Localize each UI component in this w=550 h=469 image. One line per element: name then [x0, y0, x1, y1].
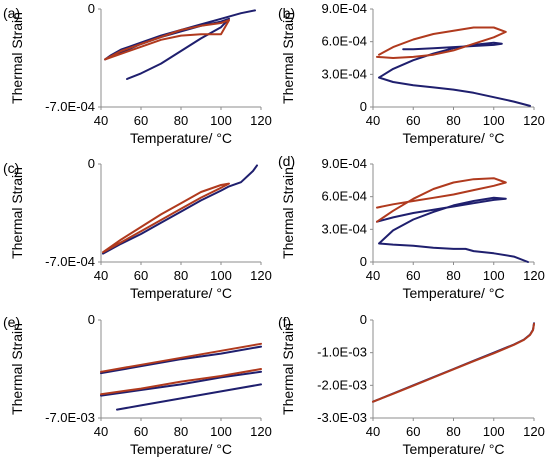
y-tick-label: 3.0E-04	[321, 66, 367, 81]
y-tick-label: 9.0E-04	[321, 1, 367, 16]
series-line-red	[102, 182, 230, 254]
series-line-blue	[116, 383, 262, 411]
x-tick-label: 40	[94, 268, 108, 283]
y-tick-label: -7.0E-04	[45, 99, 95, 114]
x-tick-label: 40	[94, 424, 108, 439]
x-tick-label: 80	[446, 268, 460, 283]
y-tick-label: -7.0E-04	[45, 254, 95, 269]
y-tick-label: 0	[88, 156, 95, 171]
x-tick-label: 60	[406, 424, 420, 439]
panel-label: (a)	[3, 5, 20, 21]
x-tick-label: 60	[134, 113, 148, 128]
series-line-blue	[378, 41, 531, 107]
x-axis-label: Temperature/ °C	[402, 441, 504, 457]
x-tick-label: 120	[250, 424, 272, 439]
x-tick-label: 100	[210, 424, 232, 439]
x-tick-label: 80	[446, 424, 460, 439]
x-axis-label: Temperature/ °C	[402, 285, 504, 301]
x-axis-label: Temperature/ °C	[130, 285, 232, 301]
x-tick-label: 120	[523, 113, 545, 128]
y-tick-label: 0	[88, 1, 95, 16]
chart-panel-4: (d) 0 3.0E-04 6.0E-04 9.0E-04 40 60 80 100 120 Tem…	[278, 153, 545, 301]
x-tick-label: 80	[174, 268, 188, 283]
x-tick-label: 120	[523, 424, 545, 439]
y-tick-label: 0	[360, 312, 367, 327]
x-axis-label: Temperature/ °C	[402, 130, 504, 146]
series-line-blue	[102, 164, 258, 255]
series-line-blue	[100, 370, 262, 397]
x-tick-label: 80	[174, 113, 188, 128]
y-tick-label: -2.0E-03	[317, 377, 367, 392]
y-axis-label: Thermal Strain	[9, 12, 25, 104]
series-line-red	[100, 342, 262, 373]
y-axis-label: Thermal Strain	[280, 12, 296, 104]
y-tick-label: 0	[88, 312, 95, 327]
series-line-red	[376, 177, 507, 223]
y-tick-label: -7.0E-03	[45, 410, 95, 425]
series-line-red	[104, 19, 230, 61]
series-line-blue	[372, 322, 535, 403]
x-tick-label: 60	[134, 268, 148, 283]
panel-label: (c)	[3, 160, 19, 176]
x-tick-label: 80	[174, 424, 188, 439]
series-line-red	[372, 322, 535, 403]
x-tick-label: 100	[483, 268, 505, 283]
y-tick-label: 0	[360, 254, 367, 269]
y-axis-label: Thermal Strain	[9, 323, 25, 415]
panel-label: (e)	[3, 314, 20, 330]
chart-panel-2: (b) 0 3.0E-04 6.0E-04 9.0E-04 40 60 80 100 120 Tem…	[278, 1, 545, 146]
x-tick-label: 40	[366, 424, 380, 439]
x-tick-label: 40	[366, 113, 380, 128]
series-line-blue	[376, 196, 529, 263]
x-tick-label: 100	[483, 424, 505, 439]
x-tick-label: 100	[210, 113, 232, 128]
x-axis-label: Temperature/ °C	[130, 441, 232, 457]
x-axis-label: Temperature/ °C	[130, 130, 232, 146]
x-tick-label: 120	[523, 268, 545, 283]
x-tick-label: 60	[134, 424, 148, 439]
y-tick-label: 9.0E-04	[321, 156, 367, 171]
y-tick-label: -3.0E-03	[317, 410, 367, 425]
y-tick-label: 6.0E-04	[321, 34, 367, 49]
x-tick-label: 60	[406, 113, 420, 128]
x-tick-label: 100	[210, 268, 232, 283]
series-line-blue	[104, 9, 256, 80]
panel-label: (b)	[278, 5, 295, 21]
y-tick-label: 3.0E-04	[321, 221, 367, 236]
series-line-red	[100, 368, 262, 396]
x-tick-label: 40	[366, 268, 380, 283]
series-line-blue	[100, 345, 262, 375]
panel-label: (d)	[278, 153, 295, 169]
y-tick-label: -1.0E-03	[317, 345, 367, 360]
x-tick-label: 120	[250, 113, 272, 128]
y-tick-label: 6.0E-04	[321, 189, 367, 204]
x-tick-label: 100	[483, 113, 505, 128]
series-line-red	[376, 26, 507, 59]
x-tick-label: 40	[94, 113, 108, 128]
x-tick-label: 120	[250, 268, 272, 283]
x-tick-label: 60	[406, 268, 420, 283]
x-tick-label: 80	[446, 113, 460, 128]
y-axis-label: Thermal Strain	[280, 323, 296, 415]
y-axis-label: Thermal Strain	[280, 167, 296, 259]
y-tick-label: 0	[360, 99, 367, 114]
y-axis-label: Thermal Strain	[9, 167, 25, 259]
panel-label: (f)	[278, 314, 291, 330]
